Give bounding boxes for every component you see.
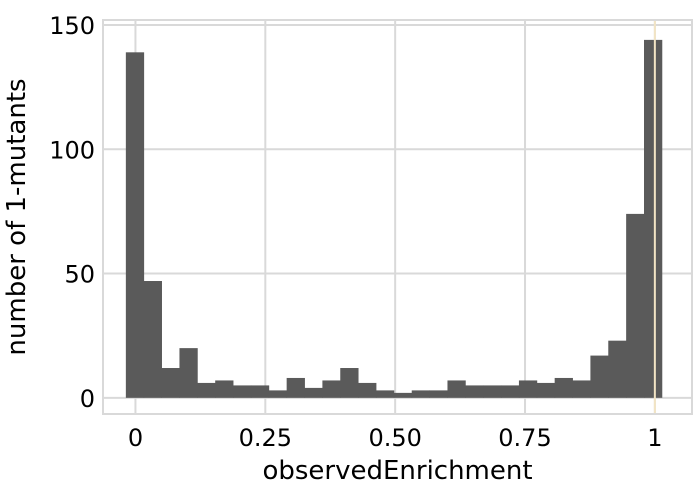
x-tick-label: 0.25: [239, 424, 292, 452]
histogram-bar: [125, 52, 145, 398]
histogram-bar: [483, 385, 502, 398]
histogram-bar: [429, 390, 448, 398]
histogram-bar: [536, 382, 556, 398]
histogram-bar: [322, 380, 341, 398]
histogram-bar: [358, 382, 377, 398]
histogram-bar: [572, 380, 591, 398]
plot-frame: [102, 19, 693, 415]
histogram-bar: [518, 380, 538, 398]
x-axis-label: observedEnrichment: [262, 456, 532, 486]
histogram-bar: [304, 387, 323, 398]
histogram-bar: [143, 281, 162, 398]
histogram-bar: [644, 39, 663, 398]
histogram-bar: [250, 385, 270, 398]
histogram-bar: [179, 348, 198, 398]
histogram-bar: [465, 385, 484, 398]
y-tick-label: 150: [49, 12, 95, 40]
histogram-bar: [590, 355, 609, 398]
histogram-bar: [215, 380, 234, 398]
histogram-bar: [608, 340, 627, 398]
histogram-bar: [286, 377, 305, 398]
histogram-bar: [161, 368, 180, 398]
histogram-bar: [375, 390, 395, 398]
histogram-bar: [340, 368, 359, 398]
histogram-bar: [626, 213, 645, 398]
histogram-bar: [197, 382, 216, 398]
y-axis-label: number of 1-mutants: [2, 78, 32, 355]
histogram-bar: [393, 392, 413, 398]
x-tick-label: 0.50: [368, 424, 421, 452]
histogram-bar: [554, 377, 573, 398]
x-tick-label: 0.75: [498, 424, 551, 452]
histogram-bar: [501, 385, 520, 398]
histogram-bar: [268, 390, 288, 398]
histogram-bar: [411, 390, 430, 398]
y-tick-label: 100: [49, 136, 95, 164]
x-tick-labels: 0 0.25 0.50 0.75 1: [128, 424, 663, 452]
histogram-bar: [233, 385, 252, 398]
y-tick-label: 0: [80, 385, 95, 413]
histogram-bars: [125, 39, 663, 398]
x-tick-label: 0: [128, 424, 143, 452]
y-tick-labels: 0 50 100 150: [49, 12, 95, 413]
histogram-bar: [447, 380, 466, 398]
x-tick-label: 1: [647, 424, 662, 452]
y-tick-label: 50: [64, 261, 95, 289]
